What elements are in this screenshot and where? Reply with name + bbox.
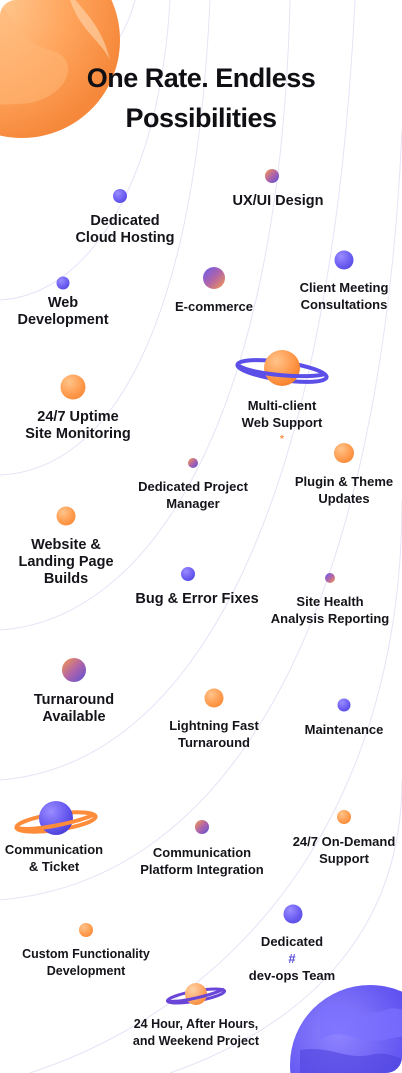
feature-label: Lightning Fast — [169, 718, 259, 733]
asterisk-marker: * — [280, 434, 284, 445]
feature-label: Development — [17, 312, 109, 328]
feature-label: Builds — [43, 571, 89, 587]
feature-label: UX/UI Design — [232, 193, 324, 209]
planet-platform-integration-icon — [195, 820, 209, 834]
feature-label: & Ticket — [28, 859, 80, 874]
planet-site-health-icon — [325, 573, 335, 583]
feature-maintenance: Maintenance — [305, 721, 384, 738]
feature-communication-platform: Communication Platform Integration — [140, 844, 264, 878]
feature-label: Multi-client — [247, 398, 317, 413]
ringed-planet-communication-icon — [14, 801, 98, 835]
feature-label: Analysis Reporting — [270, 611, 390, 626]
feature-label: 24/7 Uptime — [37, 409, 119, 425]
feature-label: Landing Page — [18, 554, 114, 570]
ringed-planet-multi-client-icon — [235, 350, 329, 386]
planet-maintenance-icon — [337, 698, 351, 712]
planet-custom-functionality-icon — [79, 923, 93, 937]
feature-label: Site Monitoring — [25, 426, 131, 442]
planet-plugin-theme-icon — [334, 443, 354, 463]
feature-label: Web — [47, 295, 79, 311]
planet-devops-icon — [283, 904, 303, 924]
feature-bug-error-fixes: Bug & Error Fixes — [135, 591, 258, 608]
planet-project-manager-icon — [188, 458, 198, 468]
feature-landing-page-builds: Website & Landing Page Builds — [18, 537, 113, 588]
feature-label: Bug & Error Fixes — [135, 591, 259, 607]
blue-planet-corner-icon — [290, 985, 402, 1073]
feature-label: Plugin & Theme — [294, 474, 394, 489]
planet-client-meeting-icon — [334, 250, 354, 270]
feature-on-demand-support: 24/7 On-Demand Support — [293, 833, 396, 867]
feature-ux-ui-design: UX/UI Design — [232, 193, 323, 210]
feature-label: Client Meeting — [299, 280, 389, 295]
feature-label: Turnaround — [33, 692, 115, 708]
feature-label: Manager — [166, 496, 220, 511]
title-line: One Rate. Endless — [86, 63, 316, 93]
feature-devops-team: Dedicated # dev-ops Team — [249, 933, 335, 984]
feature-label: Turnaround — [178, 735, 250, 750]
feature-label: and Weekend Project — [132, 1034, 260, 1048]
feature-label: Maintenance — [304, 722, 384, 737]
feature-label: Communication — [4, 842, 104, 857]
feature-label: E-commerce — [174, 299, 254, 314]
page-title: One Rate. Endless Possibilities — [0, 58, 402, 138]
feature-label: Web Support — [241, 415, 323, 430]
feature-label: 24 Hour, After Hours, — [133, 1017, 259, 1031]
ringed-planet-weekend-project-icon — [165, 983, 227, 1005]
feature-web-development: Web Development — [17, 295, 108, 329]
feature-client-meeting: Client Meeting Consultations — [300, 279, 389, 313]
feature-label: Platform Integration — [140, 862, 264, 877]
feature-label: Communication — [152, 845, 252, 860]
hash-symbol: # — [288, 951, 296, 966]
feature-label: Dedicated Project — [138, 479, 248, 494]
feature-label: Development — [46, 964, 126, 978]
feature-weekend-project: 24 Hour, After Hours, and Weekend Projec… — [133, 1016, 259, 1050]
feature-label: 24/7 On-Demand — [292, 834, 396, 849]
feature-label: Website & — [31, 537, 101, 553]
feature-uptime-monitoring: 24/7 Uptime Site Monitoring — [25, 409, 131, 443]
planet-lightning-fast-icon — [204, 688, 224, 708]
planet-bug-fixes-icon — [181, 567, 195, 581]
feature-label: Dedicated — [260, 934, 324, 949]
feature-label: Support — [319, 851, 369, 866]
feature-dedicated-project-manager: Dedicated Project Manager — [138, 478, 248, 512]
feature-plugin-theme-updates: Plugin & Theme Updates — [295, 473, 393, 507]
planet-landing-page-icon — [56, 506, 76, 526]
feature-ecommerce: E-commerce — [175, 298, 253, 315]
planet-web-development-icon — [56, 276, 70, 290]
planet-uptime-icon — [60, 374, 86, 400]
feature-dedicated-cloud-hosting: Dedicated Cloud Hosting — [75, 213, 174, 247]
planet-ux-ui-icon — [265, 169, 279, 183]
feature-label: dev-ops Team — [248, 968, 336, 983]
feature-label: Consultations — [300, 297, 388, 312]
feature-site-health: Site Health Analysis Reporting — [271, 593, 389, 627]
feature-label: Updates — [318, 491, 370, 506]
planet-on-demand-icon — [337, 810, 351, 824]
feature-communication-ticket: Communication & Ticket — [5, 841, 103, 875]
planet-ecommerce-icon — [203, 267, 225, 289]
feature-lightning-fast-turnaround: Lightning Fast Turnaround — [169, 717, 259, 751]
feature-turnaround-available: Turnaround Available — [34, 692, 114, 726]
feature-custom-functionality: Custom Functionality Development — [22, 946, 150, 980]
feature-multi-client-web-support: Multi-client Web Support * — [242, 397, 323, 448]
feature-label: Site Health — [296, 594, 364, 609]
feature-label: Custom Functionality — [22, 947, 150, 961]
planet-cloud-hosting-icon — [113, 189, 127, 203]
feature-label: Dedicated — [90, 213, 160, 229]
title-line: Possibilities — [125, 103, 277, 133]
feature-label: Available — [42, 709, 106, 725]
planet-turnaround-icon — [62, 658, 86, 682]
feature-label: Cloud Hosting — [75, 230, 175, 246]
